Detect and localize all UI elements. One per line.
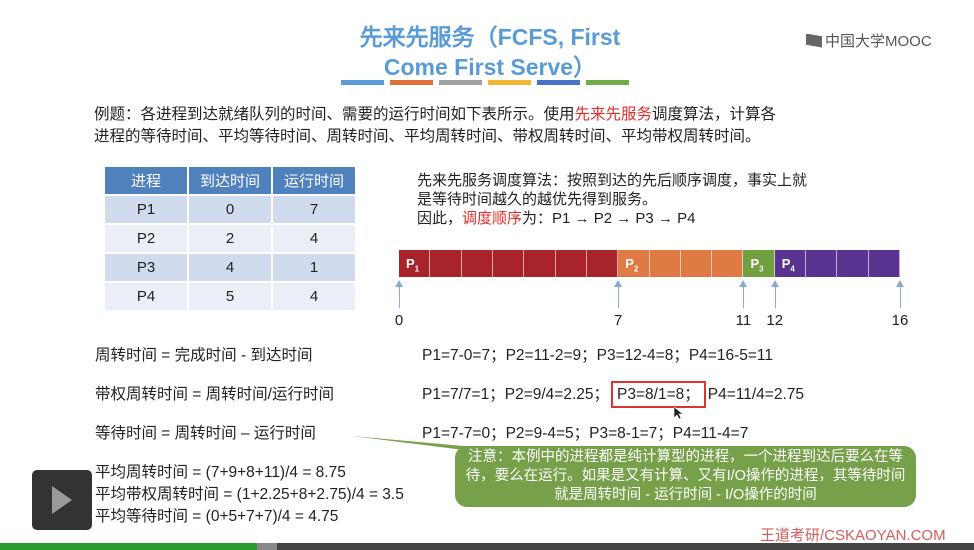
gantt-cell bbox=[555, 250, 587, 277]
book-icon bbox=[806, 33, 822, 48]
formula-label: 周转时间 = 完成时间 - 到达时间 bbox=[95, 347, 313, 364]
intro-highlight: 先来先服务 bbox=[574, 106, 653, 123]
color-bar bbox=[341, 80, 384, 85]
gantt-label: P bbox=[625, 256, 634, 271]
cell: P4 bbox=[103, 281, 189, 312]
video-progress-bar[interactable] bbox=[0, 543, 974, 550]
gantt-label-sub: 3 bbox=[759, 264, 764, 274]
cell: 0 bbox=[187, 194, 273, 225]
table-row: P2 2 4 bbox=[103, 223, 357, 254]
tick-label: 11 bbox=[735, 312, 752, 329]
tick-label: 0 bbox=[394, 312, 404, 329]
tick-arrow bbox=[395, 280, 403, 308]
formula-value: P1=7-0=7；P2=11-2=9；P3=12-4=8；P4=16-5=11 bbox=[422, 347, 774, 364]
average-line: 平均带权周转时间 = (1+2.25+8+2.75)/4 = 3.5 bbox=[95, 486, 404, 503]
tick-label: 7 bbox=[614, 312, 623, 329]
mouse-cursor-icon bbox=[674, 407, 683, 419]
formula-value: P1=7-7=0；P2=9-4=5；P3=8-1=7；P4=11-4=7 bbox=[422, 425, 749, 442]
algorithm-description: 先来先服务调度算法：按照到达的先后顺序调度，事实上就 是等待时间越久的越优先得到服… bbox=[417, 171, 807, 228]
gantt-cell bbox=[430, 250, 462, 277]
tick-label: 16 bbox=[891, 312, 909, 329]
color-bar bbox=[390, 80, 433, 85]
cell: P2 bbox=[103, 223, 189, 254]
problem-statement: 例题：各进程到达就绪队列的时间、需要的运行时间如下表所示。使用先来先服务调度算法… bbox=[94, 104, 776, 148]
header-cell: 到达时间 bbox=[187, 165, 273, 196]
gantt-cell: P1 bbox=[399, 250, 431, 277]
cell: 1 bbox=[271, 252, 357, 283]
average-line: 平均周转时间 = (7+9+8+11)/4 = 8.75 bbox=[95, 464, 346, 481]
gantt-cell bbox=[712, 250, 744, 277]
color-bar bbox=[488, 80, 531, 85]
gantt-label-sub: 2 bbox=[633, 264, 639, 274]
gantt-label: P bbox=[750, 256, 760, 271]
gantt-cell bbox=[524, 250, 556, 277]
cell: 4 bbox=[187, 252, 273, 283]
algo-text: 为：P1 → P2 → P3 → P4 bbox=[522, 210, 696, 227]
algo-highlight: 调度顺序 bbox=[462, 210, 523, 227]
gantt-cell: P4 bbox=[774, 250, 807, 277]
tick-arrow bbox=[896, 280, 904, 308]
header-cell: 进程 bbox=[103, 165, 189, 196]
algo-text: 是等待时间越久的越优先得到服务。 bbox=[417, 191, 658, 208]
averages: 平均周转时间 = (7+9+8+11)/4 = 8.75 平均带权周转时间 = (… bbox=[95, 462, 404, 528]
logo-text: 中国大学MOOC bbox=[825, 33, 932, 50]
tick-arrow bbox=[614, 280, 623, 308]
gantt-label: P bbox=[406, 256, 415, 271]
color-bar bbox=[439, 80, 482, 85]
gantt-cell: P3 bbox=[743, 250, 775, 277]
cell: 5 bbox=[187, 281, 273, 312]
gantt-cell bbox=[461, 250, 493, 277]
title-line-1: 先来先服务（FCFS, First bbox=[359, 24, 621, 50]
table-row: P3 4 1 bbox=[103, 252, 357, 283]
table-row: P4 5 4 bbox=[103, 281, 357, 312]
progress-fill bbox=[0, 543, 258, 550]
intro-text: 进程的等待时间、平均等待时间、周转时间、平均周转时间、带权周转时间、平均带权周转… bbox=[94, 128, 761, 145]
tick-arrow bbox=[739, 280, 748, 308]
formula-label: 等待时间 = 周转时间 – 运行时间 bbox=[95, 425, 316, 442]
slide-title: 先来先服务（FCFS, First Come First Serve） bbox=[300, 22, 680, 82]
gantt-cell bbox=[680, 250, 713, 277]
title-line-2: Come First Serve） bbox=[383, 54, 597, 80]
cell: P3 bbox=[103, 252, 189, 283]
intro-text: 调度算法，计算各 bbox=[652, 106, 777, 123]
cell: 4 bbox=[271, 223, 357, 254]
cell: 4 bbox=[271, 281, 357, 312]
tick-label: 12 bbox=[766, 312, 784, 329]
play-button[interactable] bbox=[32, 470, 92, 530]
gantt-chart: P1 P2 P3 P4 bbox=[399, 250, 900, 277]
gantt-label-sub: 1 bbox=[414, 264, 420, 274]
formula-value: P1=7/7=1；P2=9/4=2.25； P3=8/1=8； P4=11/4=2.… bbox=[422, 381, 804, 408]
process-table: 进程 到达时间 运行时间 P1 0 7 P2 2 4 P3 4 1 P4 5 4 bbox=[103, 165, 357, 312]
mooc-logo: 中国大学MOOC bbox=[806, 30, 932, 51]
gantt-cell: P2 bbox=[618, 250, 650, 277]
value-part: P4=11/4=2.75 bbox=[707, 386, 804, 403]
gantt-cell bbox=[649, 250, 681, 277]
tick-arrow bbox=[770, 280, 779, 308]
algo-text: 因此， bbox=[417, 210, 463, 227]
gantt-cell bbox=[868, 250, 900, 277]
gantt-label: P bbox=[781, 256, 791, 271]
gantt-label-sub: 4 bbox=[790, 264, 795, 274]
gantt-cell bbox=[492, 250, 525, 277]
algo-text: 先来先服务调度算法：按照到达的先后顺序调度，事实上就 bbox=[417, 172, 808, 189]
gantt-cell bbox=[837, 250, 869, 277]
table-row: P1 0 7 bbox=[103, 194, 357, 225]
gantt-cell bbox=[806, 250, 838, 277]
value-part: P1=7/7=1；P2=9/4=2.25； bbox=[422, 386, 610, 403]
gantt-cell bbox=[586, 250, 619, 277]
formula-label: 带权周转时间 = 周转时间/运行时间 bbox=[95, 386, 334, 403]
cell: 7 bbox=[271, 194, 357, 225]
header-cell: 运行时间 bbox=[271, 165, 357, 196]
cell: 2 bbox=[187, 223, 273, 254]
cell: P1 bbox=[103, 194, 189, 225]
average-line: 平均等待时间 = (0+5+7+7)/4 = 4.75 bbox=[95, 508, 339, 525]
value-boxed: P3=8/1=8； bbox=[611, 381, 706, 408]
color-bar bbox=[537, 80, 580, 85]
intro-text: 例题：各进程到达就绪队列的时间、需要的运行时间如下表所示。使用 bbox=[94, 106, 575, 123]
note-callout: 注意：本例中的进程都是纯计算型的进程，一个进程到达后要么在等待，要么在运行。如果… bbox=[455, 446, 916, 507]
color-bar bbox=[586, 80, 629, 85]
watermark: 王道考研/CSKAOYAN.COM bbox=[760, 527, 946, 544]
